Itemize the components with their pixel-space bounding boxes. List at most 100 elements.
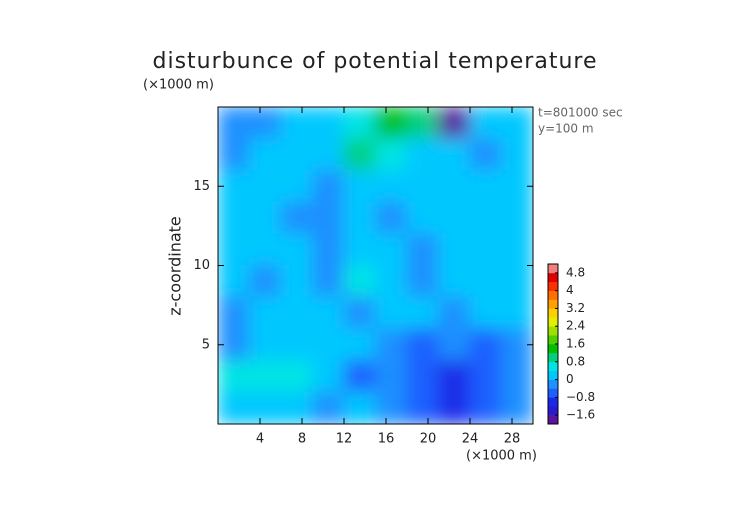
field-cell	[343, 138, 376, 171]
x-tick-label: 8	[298, 432, 306, 447]
field-cell	[501, 391, 533, 424]
field-cell	[375, 233, 408, 266]
field-cell	[406, 138, 439, 171]
field-cell	[249, 391, 282, 424]
colorbar-swatch	[548, 397, 558, 407]
colorbar-tick-label: −1.6	[566, 408, 595, 422]
field-cell	[218, 391, 250, 424]
x-tick-label: 28	[504, 432, 521, 447]
axes: 4 8 12 16 20 24 28 5 10 15 4.8 4 3.2 2.4 1.6 0.8 0 −0.8 −1…	[193, 106, 595, 447]
colorbar-swatch	[548, 361, 558, 371]
field-cell	[343, 201, 376, 235]
colorbar-swatch	[548, 370, 558, 380]
field-cell	[249, 296, 282, 330]
field-cell	[501, 138, 533, 171]
x-tick-label: 12	[336, 432, 353, 447]
colorbar-swatch	[548, 264, 558, 274]
x-unit-label: (×1000 m)	[466, 449, 537, 464]
colorbar-tick-label: 4.8	[566, 265, 585, 279]
field-cell	[406, 201, 439, 235]
field-cell	[343, 107, 376, 140]
field-cell	[312, 391, 345, 424]
chart-title: disturbunce of potential temperature	[153, 49, 598, 74]
field-cell	[406, 328, 439, 362]
field-cell	[375, 360, 408, 393]
field-cell	[406, 233, 439, 266]
field-cell	[406, 391, 439, 424]
field	[218, 107, 533, 424]
field-cell	[501, 233, 533, 266]
colorbar-swatch	[548, 317, 558, 327]
field-cell	[249, 138, 282, 171]
x-tick-label: 24	[462, 432, 479, 447]
field-cell	[280, 107, 313, 140]
field-cell	[438, 265, 471, 298]
field-cells	[218, 107, 533, 424]
colorbar-swatch	[548, 335, 558, 345]
field-cell	[218, 201, 250, 235]
field-cell	[406, 107, 439, 140]
colorbar-tick-label: 0	[566, 372, 574, 386]
x-tick-label: 20	[420, 432, 437, 447]
field-cell	[469, 360, 502, 393]
colorbar-swatch	[548, 290, 558, 300]
field-cell	[375, 107, 408, 140]
field-cell	[249, 169, 282, 203]
field-cell	[312, 201, 345, 235]
field-cell	[406, 169, 439, 203]
field-cell	[501, 201, 533, 235]
field-cell	[469, 169, 502, 203]
y-tick-label: 15	[193, 179, 210, 194]
field-cell	[438, 201, 471, 235]
field-cell	[218, 296, 250, 330]
field-cell	[343, 296, 376, 330]
x-tick-label: 4	[256, 432, 264, 447]
field-cell	[406, 296, 439, 330]
field-cell	[312, 107, 345, 140]
field-cell	[438, 169, 471, 203]
field-cell	[469, 328, 502, 362]
field-cell	[312, 138, 345, 171]
x-tick-label: 16	[378, 432, 395, 447]
field-cell	[469, 296, 502, 330]
field-cell	[249, 328, 282, 362]
colorbar-swatch	[548, 379, 558, 389]
field-cell	[406, 360, 439, 393]
field-cell	[312, 296, 345, 330]
colorbar-tick-label: 0.8	[566, 354, 585, 368]
annotation: t=801000 sec	[538, 106, 623, 120]
field-cell	[343, 360, 376, 393]
field-cell	[280, 201, 313, 235]
colorbar-swatch	[548, 281, 558, 291]
field-cell	[218, 138, 250, 171]
field-cell	[312, 360, 345, 393]
colorbar-swatch	[548, 406, 558, 416]
colorbar-swatch	[548, 415, 558, 425]
colorbar-swatch	[548, 352, 558, 363]
field-cell	[438, 391, 471, 424]
colorbar-swatch	[548, 272, 558, 283]
field-cell	[501, 296, 533, 330]
colorbar-tick-label: 2.4	[566, 319, 585, 333]
field-cell	[280, 265, 313, 298]
colorbar-swatch	[548, 388, 558, 398]
field-cell	[218, 265, 250, 298]
field-cell	[280, 328, 313, 362]
field-cell	[469, 201, 502, 235]
field-cell	[375, 169, 408, 203]
field-cell	[343, 391, 376, 424]
field-cell	[249, 107, 282, 140]
field-cell	[280, 169, 313, 203]
field-cell	[438, 328, 471, 362]
field-cell	[343, 328, 376, 362]
colorbar-swatch	[548, 308, 558, 318]
y-tick-label: 10	[193, 258, 210, 273]
field-cell	[438, 233, 471, 266]
field-cell	[343, 169, 376, 203]
field-cell	[312, 169, 345, 203]
field-cell	[469, 265, 502, 298]
field-cell	[375, 201, 408, 235]
colorbar-tick-label: 4	[566, 283, 574, 297]
field-cell	[375, 265, 408, 298]
